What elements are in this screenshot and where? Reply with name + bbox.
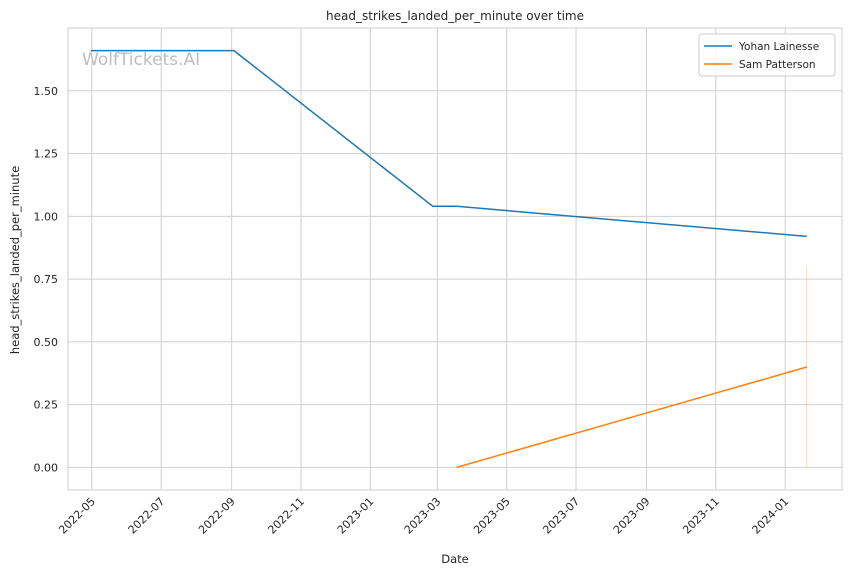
x-tick-label: 2023-07: [540, 495, 582, 537]
series-line: [456, 366, 808, 469]
y-tick-label: 0.00: [34, 461, 59, 474]
y-tick-label: 0.25: [34, 399, 59, 412]
legend: Yohan Lainesse Sam Patterson: [698, 33, 836, 77]
y-tick-label: 1.00: [34, 210, 59, 223]
x-axis-title: Date: [441, 552, 469, 566]
x-tick-label: 2022-09: [196, 495, 238, 537]
y-tick-label: 0.75: [34, 273, 59, 286]
x-tick-label: 2023-03: [402, 495, 444, 537]
watermark: WolfTickets.AI: [82, 50, 200, 70]
x-gridlines: [91, 28, 786, 490]
x-tick-label: 2022-11: [265, 495, 307, 537]
legend-box: [698, 33, 836, 77]
y-axis-title: head_strikes_landed_per_minute: [8, 166, 22, 354]
x-tick-label: 2024-01: [750, 495, 792, 537]
legend-label: Yohan Lainesse: [738, 41, 819, 53]
y-tick-label: 0.50: [34, 336, 59, 349]
legend-label: Sam Patterson: [739, 59, 816, 71]
y-tick-label: 1.25: [34, 148, 59, 161]
y-gridlines: [68, 90, 842, 468]
y-axis-ticks: 0.00 0.25 0.50 0.75 1.00 1.25 1.50: [34, 85, 59, 475]
x-tick-label: 2023-09: [611, 495, 653, 537]
plot-frame: [67, 27, 843, 491]
x-tick-label: 2023-11: [680, 495, 722, 537]
series-layer: [90, 49, 808, 469]
series-line: [90, 49, 807, 238]
x-tick-label: 2022-07: [126, 495, 168, 537]
x-tick-label: 2023-05: [471, 495, 513, 537]
x-tick-label: 2022-05: [56, 495, 98, 537]
x-tick-label: 2023-01: [335, 495, 377, 537]
y-tick-label: 1.50: [34, 85, 59, 98]
chart-title: head_strikes_landed_per_minute over time: [326, 9, 584, 23]
x-axis-ticks: 2022-05 2022-07 2022-09 2022-11 2023-01 2023-…: [56, 495, 791, 537]
plot-background: [68, 28, 842, 490]
